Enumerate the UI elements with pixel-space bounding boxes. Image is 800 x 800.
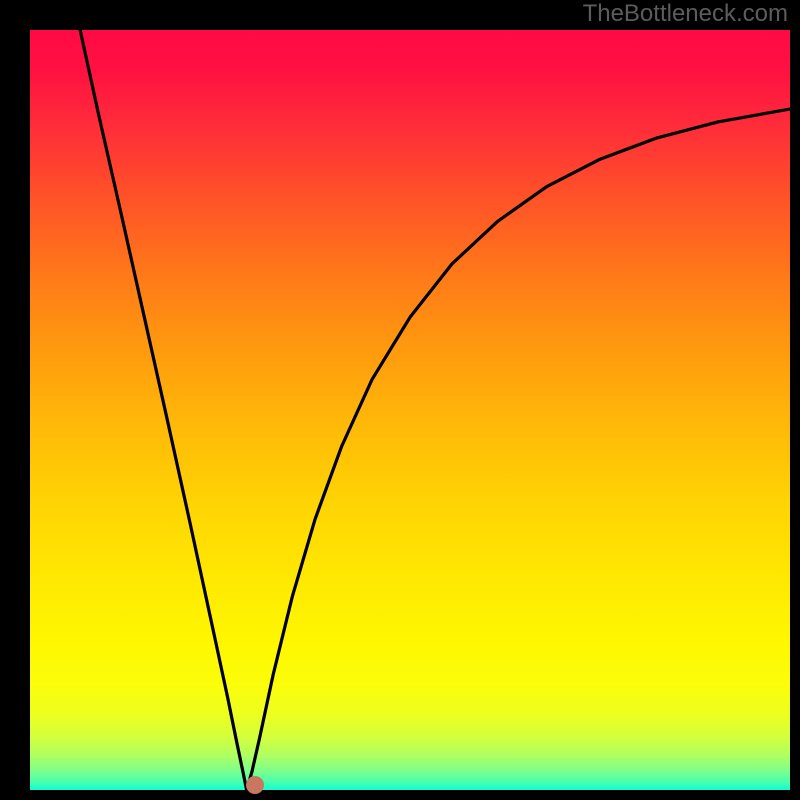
watermark-label: TheBottleneck.com (583, 0, 788, 28)
curve-path (80, 30, 790, 790)
plot-area (30, 30, 790, 790)
optimum-marker (246, 776, 264, 794)
bottleneck-curve (30, 30, 790, 790)
chart-frame: TheBottleneck.com (0, 0, 800, 800)
